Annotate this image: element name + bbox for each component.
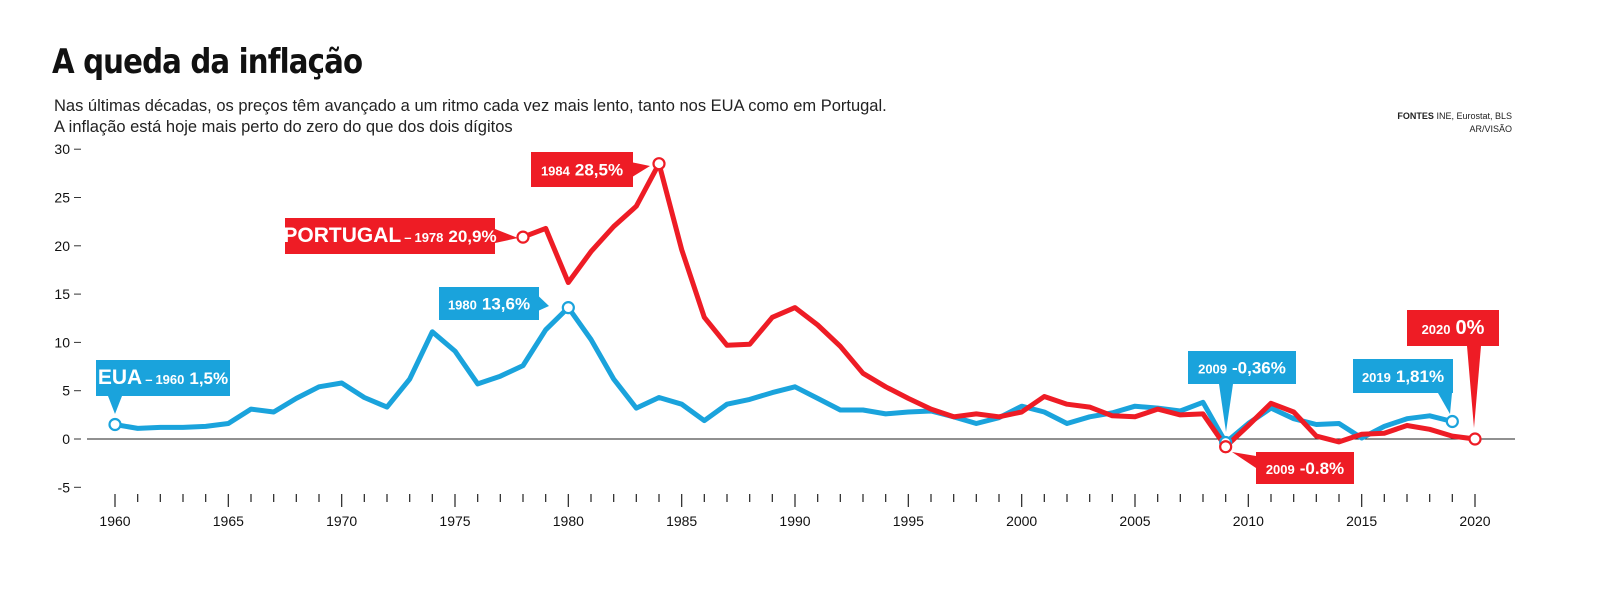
annotation-label: 2009 -0,36%	[1198, 359, 1286, 378]
chart-subtitle: Nas últimas décadas, os preços têm avanç…	[54, 96, 887, 138]
annotation-box	[96, 360, 230, 396]
annotation-year: 1984	[541, 164, 571, 179]
annotation-dash: –	[145, 372, 152, 387]
annotation-label: EUA –1960 1,5%	[98, 366, 228, 389]
annotation-eua-1960: EUA –1960 1,5%	[96, 360, 230, 432]
annotation-eua-2009: 2009 -0,36%	[1188, 351, 1296, 450]
y-tick-label: 30	[54, 141, 70, 157]
x-tick-label: 1975	[439, 513, 470, 529]
annotation-dash: –	[404, 230, 411, 245]
annotation-year: 1960	[155, 372, 184, 387]
x-tick-label: 2000	[1006, 513, 1037, 529]
annotation-pointer	[633, 162, 650, 177]
annotation-pointer	[1438, 393, 1452, 414]
data-point-marker	[652, 157, 666, 171]
y-tick-label: 20	[54, 238, 70, 254]
y-tick-label: 25	[54, 190, 70, 206]
data-point-marker	[516, 230, 530, 244]
annotation-value: 1,81%	[1396, 367, 1444, 386]
x-tick-label: 1985	[666, 513, 697, 529]
x-tick-label: 2010	[1233, 513, 1264, 529]
y-tick-label: 0	[62, 431, 70, 447]
annotation-layer: EUA –1960 1,5%1980 13,6%2009 -0,36% 2019 1,81%…	[96, 152, 1499, 484]
annotation-value: -0.8%	[1300, 459, 1344, 478]
sources-note: FONTES INE, Eurostat, BLS AR/VISÃO	[1397, 110, 1512, 136]
annotation-box	[1256, 452, 1354, 484]
annotation-portugal-2009: 2009 -0.8%	[1219, 440, 1354, 484]
x-tick-label: 2005	[1119, 513, 1150, 529]
annotation-value: 20,9%	[448, 227, 496, 246]
annotation-year: 1980	[448, 298, 477, 313]
y-tick-label: -5	[58, 479, 71, 495]
annotation-year: 2019	[1362, 370, 1391, 385]
x-tick-label: 1990	[779, 513, 810, 529]
annotation-label: PORTUGAL –1978 20,9%	[283, 224, 496, 247]
x-tick-label: 1980	[553, 513, 584, 529]
annotation-box	[1407, 310, 1499, 346]
annotation-value: 13,6%	[482, 295, 530, 314]
x-tick-label: 1960	[99, 513, 130, 529]
annotation-portugal-1978: PORTUGAL –1978 20,9%	[283, 218, 530, 254]
annotation-eua-1980: 1980 13,6%	[439, 287, 575, 320]
annotation-box	[531, 152, 633, 187]
annotation-pointer	[1219, 384, 1233, 432]
annotation-pointer	[1467, 346, 1481, 428]
annotation-portugal-2020: 2020 0%	[1407, 310, 1499, 446]
data-point-marker	[1219, 440, 1233, 454]
x-tick-label: 2020	[1459, 513, 1490, 529]
x-axis: 1960 1965 1970 1975 1980 1985 1990 1995 2000 2005…	[99, 494, 1491, 529]
annotation-pointer	[1232, 452, 1256, 468]
data-point-marker	[561, 301, 575, 315]
annotation-year: 2020	[1422, 322, 1451, 337]
annotation-lead: EUA	[98, 366, 142, 389]
subtitle-line-1: Nas últimas décadas, os preços têm avanç…	[54, 97, 887, 115]
annotation-pointer	[495, 229, 518, 243]
sources-credit: AR/VISÃO	[1469, 124, 1512, 134]
x-tick-label: 2015	[1346, 513, 1377, 529]
annotation-lead: PORTUGAL	[283, 224, 401, 247]
annotation-value: 28,5%	[575, 161, 623, 180]
annotation-label: 2019 1,81%	[1362, 367, 1444, 386]
annotation-box	[439, 287, 539, 320]
y-tick-label: 10	[54, 334, 70, 350]
data-point-marker	[1445, 414, 1459, 429]
annotation-value: 0%	[1456, 317, 1485, 339]
y-tick-label: 15	[54, 286, 70, 302]
y-tick-label: 5	[62, 383, 70, 399]
annotation-eua-2019: 2019 1,81%	[1353, 359, 1459, 429]
annotation-value: 1,5%	[189, 369, 228, 388]
y-axis: 30 25 20 15 10 5 0 -5	[54, 141, 1515, 495]
sources-label: FONTES	[1397, 111, 1434, 121]
annotation-label: 2020 0%	[1422, 317, 1485, 339]
x-tick-label: 1970	[326, 513, 357, 529]
annotation-year: 2009	[1266, 462, 1295, 477]
annotation-label: 1980 13,6%	[448, 295, 530, 314]
series-layer	[112, 161, 1478, 450]
annotation-pointer	[108, 396, 122, 414]
data-point-marker	[108, 417, 122, 432]
x-tick-label: 1965	[213, 513, 244, 529]
subtitle-line-2: A inflação está hoje mais perto do zero …	[54, 118, 513, 136]
annotation-box	[285, 218, 495, 254]
sources-text: INE, Eurostat, BLS	[1436, 111, 1512, 121]
annotation-label: 2009 -0.8%	[1266, 459, 1344, 478]
chart-title: A queda da inflação	[52, 42, 363, 82]
annotation-year: 2009	[1198, 362, 1227, 377]
annotation-label: 1984 28,5%	[541, 161, 623, 180]
x-tick-label: 1995	[893, 513, 924, 529]
annotation-year: 1978	[414, 230, 443, 245]
annotation-pointer	[539, 296, 549, 311]
annotation-box	[1188, 351, 1296, 384]
data-point-marker	[1468, 432, 1482, 446]
series-line-portugal	[520, 161, 1478, 450]
annotation-value: -0,36%	[1232, 359, 1286, 378]
annotation-box	[1353, 359, 1453, 393]
annotation-portugal-1984: 1984 28,5%	[531, 152, 666, 187]
